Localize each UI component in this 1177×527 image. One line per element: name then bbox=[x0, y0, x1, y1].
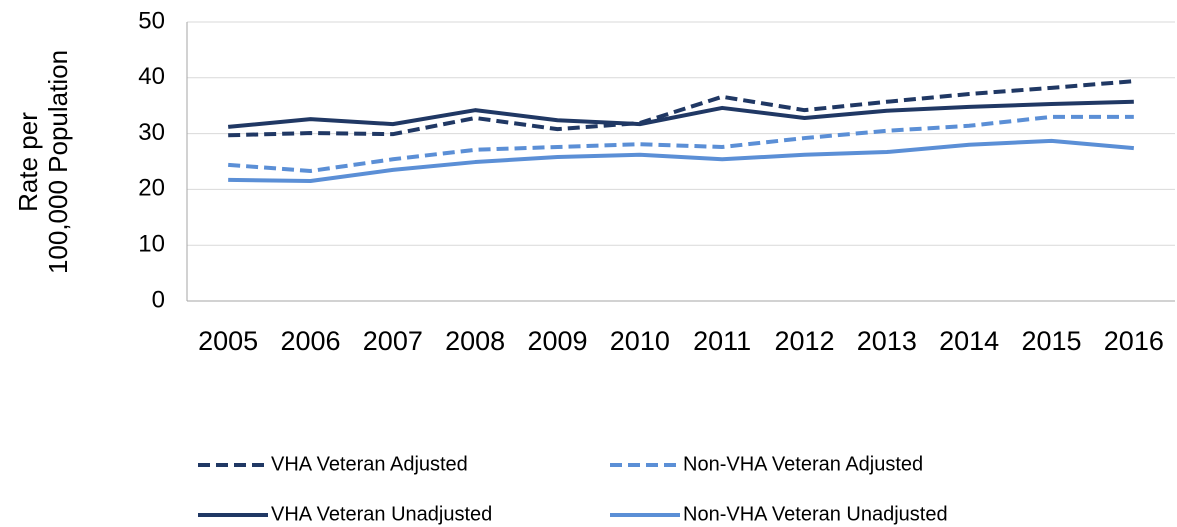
x-tick-label: 2009 bbox=[527, 326, 587, 356]
y-tick-label: 30 bbox=[138, 119, 165, 146]
legend-label: Non-VHA Veteran Adjusted bbox=[683, 453, 923, 475]
y-tick-label: 20 bbox=[138, 175, 165, 202]
x-tick-label: 2006 bbox=[280, 326, 340, 356]
y-axis-label: Rate per bbox=[13, 112, 43, 212]
y-axis-label: 100,000 Population bbox=[43, 50, 73, 274]
x-tick-label: 2005 bbox=[198, 326, 258, 356]
y-tick-label: 0 bbox=[152, 286, 165, 313]
series-line bbox=[228, 79, 1134, 138]
x-tick-label: 2016 bbox=[1104, 326, 1164, 356]
series-line bbox=[228, 138, 1135, 184]
y-tick-label: 10 bbox=[138, 231, 165, 258]
x-tick-label: 2013 bbox=[857, 326, 917, 356]
x-tick-label: 2008 bbox=[445, 326, 505, 356]
x-tick-label: 2015 bbox=[1021, 326, 1081, 356]
legend-label: VHA Veteran Unadjusted bbox=[271, 503, 492, 525]
x-tick-label: 2011 bbox=[693, 326, 751, 356]
y-tick-label: 50 bbox=[138, 7, 165, 34]
x-tick-label: 2014 bbox=[939, 326, 999, 356]
legend-label: Non-VHA Veteran Unadjusted bbox=[683, 503, 948, 525]
series-line bbox=[228, 114, 1134, 173]
legend-label: VHA Veteran Adjusted bbox=[271, 453, 468, 475]
y-tick-label: 40 bbox=[138, 63, 165, 90]
x-tick-label: 2007 bbox=[363, 326, 423, 356]
x-tick-label: 2010 bbox=[610, 326, 670, 356]
series-line bbox=[227, 99, 1134, 129]
x-tick-label: 2012 bbox=[774, 326, 834, 356]
